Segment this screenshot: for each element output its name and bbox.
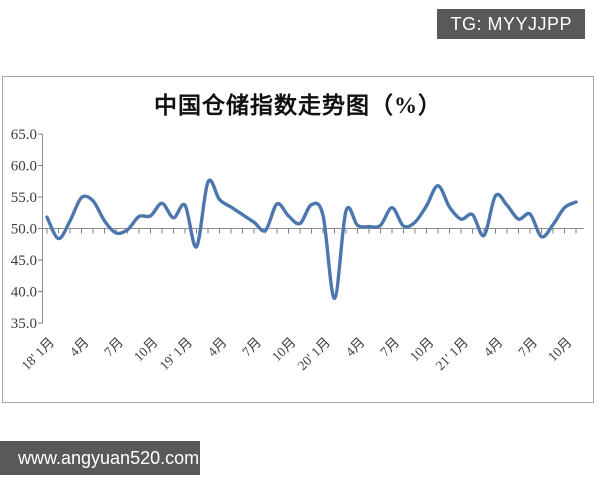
chart-frame: 中国仓储指数走势图（%） 65.0 60.0 55.0 50.0 45.0 40.0 35.… bbox=[2, 76, 594, 403]
chart-title: 中国仓储指数走势图（%） bbox=[154, 93, 442, 118]
y-axis-tick-label: 65.0 bbox=[11, 127, 37, 143]
x-axis-tick-label: 4月 bbox=[343, 335, 368, 360]
telegram-watermark-badge: TG: MYYJJPP bbox=[437, 9, 585, 39]
warehouse-index-line-chart: 65.060.055.050.045.040.035.018' 1月 4月 7月 10… bbox=[11, 127, 584, 374]
x-axis-tick-label: 19' 1月 bbox=[157, 335, 196, 374]
x-axis-tick-label: 21' 1月 bbox=[433, 335, 472, 374]
y-axis-tick-label: 50.0 bbox=[11, 222, 37, 238]
x-axis-tick-label: 7月 bbox=[515, 335, 540, 360]
x-axis-tick-label: 20' 1月 bbox=[295, 335, 334, 374]
y-axis-tick-label: 45.0 bbox=[11, 253, 37, 269]
website-watermark-badge: www.angyuan520.com bbox=[0, 441, 200, 475]
x-axis-tick-label: 4月 bbox=[481, 335, 506, 360]
y-axis-tick-label: 40.0 bbox=[11, 285, 37, 301]
index-series-line bbox=[45, 178, 578, 301]
x-axis-tick-label: 10月 bbox=[131, 335, 161, 365]
x-axis-tick-label: 4月 bbox=[205, 335, 230, 360]
x-axis-tick-label: 4月 bbox=[67, 335, 92, 360]
y-axis-tick-label: 55.0 bbox=[11, 190, 37, 206]
x-axis-tick-label: 10月 bbox=[545, 335, 575, 365]
x-axis-tick-label: 7月 bbox=[377, 335, 402, 360]
y-axis-tick-label: 60.0 bbox=[11, 159, 37, 175]
x-axis-tick-label: 7月 bbox=[239, 335, 264, 360]
x-axis-tick-label: 7月 bbox=[101, 335, 126, 360]
x-axis-tick-label: 10月 bbox=[269, 335, 299, 365]
x-axis-tick-label: 10月 bbox=[407, 335, 437, 365]
y-axis-tick-label: 35.0 bbox=[11, 316, 37, 332]
x-axis-tick-label: 18' 1月 bbox=[19, 335, 58, 374]
